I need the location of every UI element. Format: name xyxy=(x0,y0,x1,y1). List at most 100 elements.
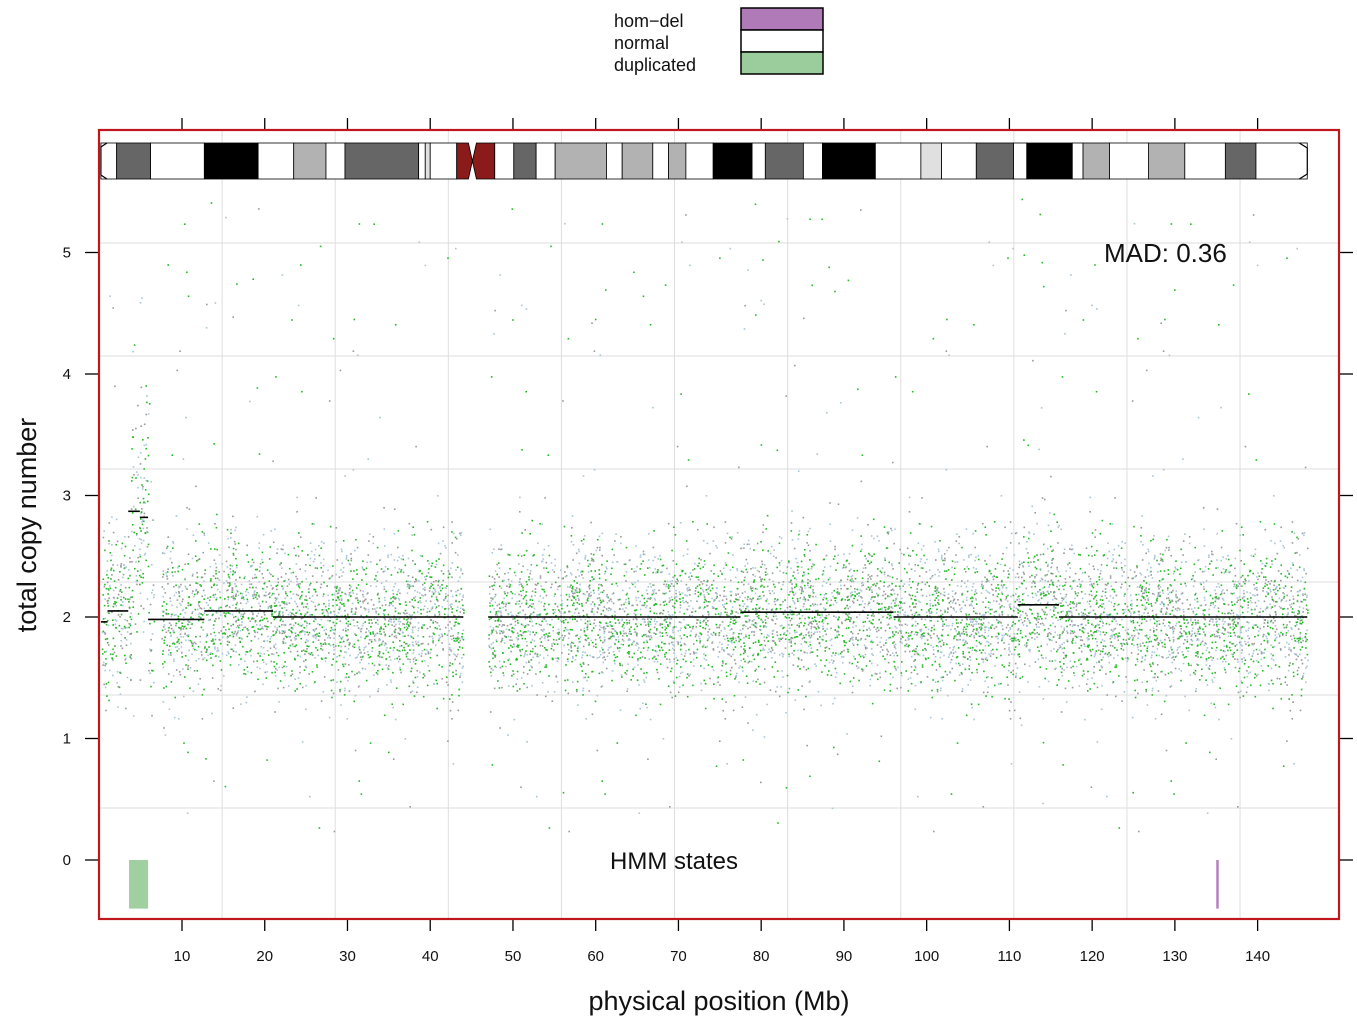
data-point xyxy=(560,620,563,623)
data-point xyxy=(747,596,749,598)
data-point xyxy=(269,605,271,608)
data-point xyxy=(282,548,284,551)
data-point xyxy=(599,549,601,551)
data-point xyxy=(345,556,348,559)
data-point xyxy=(387,623,390,626)
data-point xyxy=(305,606,307,608)
data-point xyxy=(500,620,502,623)
data-point xyxy=(397,530,400,532)
data-point xyxy=(657,558,659,560)
data-point xyxy=(149,603,152,606)
data-point xyxy=(320,647,322,650)
data-point xyxy=(308,591,310,593)
data-point xyxy=(689,626,691,628)
data-point xyxy=(583,535,586,537)
data-point xyxy=(717,676,720,678)
data-point xyxy=(405,655,408,658)
data-point xyxy=(431,607,434,609)
data-point xyxy=(567,692,570,695)
data-point xyxy=(455,538,458,540)
data-point xyxy=(261,558,263,561)
data-point xyxy=(489,602,491,604)
data-point xyxy=(146,546,149,548)
data-point xyxy=(456,637,458,640)
data-point xyxy=(883,571,886,574)
data-point xyxy=(531,620,533,623)
data-point xyxy=(113,597,115,599)
data-point xyxy=(247,629,249,632)
data-point xyxy=(195,589,198,591)
data-point xyxy=(623,621,626,624)
data-point xyxy=(512,618,514,620)
data-point xyxy=(377,655,379,657)
data-point xyxy=(568,830,570,833)
data-point xyxy=(299,596,302,598)
data-point xyxy=(585,718,587,720)
data-point xyxy=(332,337,335,340)
data-point xyxy=(849,606,851,608)
data-point xyxy=(298,631,301,634)
data-point xyxy=(581,605,583,607)
data-point xyxy=(836,634,838,637)
data-point xyxy=(683,618,685,621)
data-point xyxy=(601,554,603,557)
data-point xyxy=(153,620,156,623)
data-point xyxy=(235,526,237,529)
data-point xyxy=(495,630,497,632)
data-point xyxy=(611,567,613,570)
data-point xyxy=(143,620,145,623)
data-point xyxy=(335,587,338,590)
data-point xyxy=(221,636,224,639)
data-point xyxy=(280,576,283,578)
data-point xyxy=(439,552,442,555)
data-point xyxy=(450,638,453,641)
data-point xyxy=(387,668,390,670)
data-point xyxy=(403,626,406,629)
data-point xyxy=(817,690,820,693)
data-point xyxy=(110,578,112,580)
data-point xyxy=(332,565,334,567)
data-point xyxy=(185,416,187,419)
data-point xyxy=(660,571,662,574)
data-point xyxy=(834,548,836,551)
data-point xyxy=(129,616,132,618)
data-point xyxy=(164,592,167,594)
data-point xyxy=(563,621,565,624)
data-point xyxy=(496,573,498,576)
data-point xyxy=(126,676,129,679)
data-point xyxy=(344,645,347,648)
data-point xyxy=(161,605,164,607)
data-point xyxy=(491,552,494,554)
data-point xyxy=(301,623,304,626)
data-point xyxy=(195,590,197,592)
data-point xyxy=(498,548,500,550)
data-point xyxy=(130,508,133,510)
data-point xyxy=(730,609,733,612)
data-point xyxy=(677,643,679,645)
data-point xyxy=(451,701,454,703)
data-point xyxy=(224,614,226,617)
data-point xyxy=(179,350,181,352)
data-point xyxy=(586,613,588,616)
data-point xyxy=(622,624,625,626)
data-point xyxy=(168,645,171,647)
data-point xyxy=(682,658,685,661)
data-point xyxy=(543,588,545,591)
data-point xyxy=(227,622,229,625)
data-point xyxy=(822,607,825,609)
data-point xyxy=(525,550,528,552)
data-point xyxy=(320,540,323,543)
data-point xyxy=(763,625,765,627)
data-point xyxy=(212,640,214,642)
data-point xyxy=(586,591,588,593)
data-point xyxy=(546,635,549,637)
data-point xyxy=(397,590,399,593)
data-point xyxy=(270,660,272,663)
data-point xyxy=(656,668,658,671)
data-point xyxy=(131,589,134,592)
data-point xyxy=(610,645,612,648)
data-point xyxy=(244,575,246,578)
data-point xyxy=(112,653,114,656)
data-point xyxy=(729,637,732,640)
